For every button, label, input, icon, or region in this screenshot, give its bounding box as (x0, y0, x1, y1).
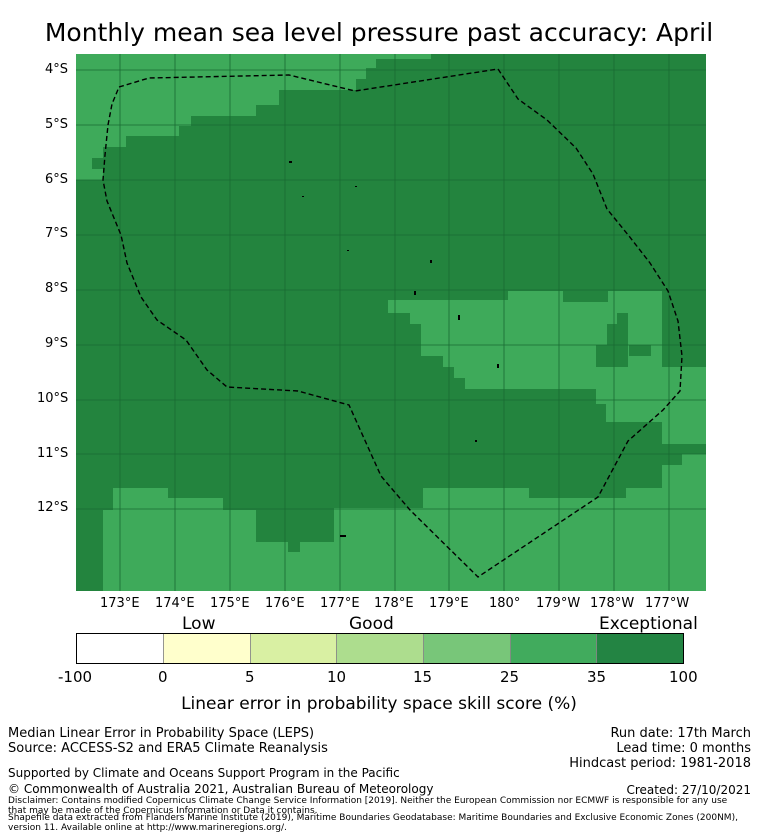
lat-label: 4°S (45, 62, 69, 77)
colorbar-swatch (250, 633, 337, 664)
lon-label: 179°W (536, 596, 581, 611)
colorbar-tick: -100 (58, 668, 93, 686)
footer-lead-time: Lead time: 0 months (616, 741, 751, 756)
island (347, 250, 349, 251)
lat-label: 8°S (45, 281, 69, 296)
lon-label: 175°E (210, 596, 250, 611)
patch-dark-8 (288, 541, 300, 552)
footer-leps: Median Linear Error in Probability Space… (8, 726, 315, 741)
region-light-northwest (76, 54, 431, 180)
colorbar-swatch (76, 633, 164, 664)
dark-patches (76, 291, 651, 591)
region-light-east (92, 291, 706, 591)
colorbar-swatch (423, 633, 511, 664)
footer-hindcast: Hindcast period: 1981-2018 (569, 756, 751, 771)
footer-supported: Supported by Climate and Oceans Support … (8, 766, 400, 780)
patch-dark-3 (607, 324, 628, 345)
patch-dark-6 (76, 498, 103, 591)
footer-disclaimer-2: that may be made of the Copernicus Infor… (8, 806, 318, 816)
colorbar-tick: 10 (327, 668, 347, 686)
island (430, 260, 432, 263)
lat-label: 5°S (45, 117, 69, 132)
colorbar-tick: 100 (669, 668, 698, 686)
island (355, 186, 357, 187)
lat-label: 12°S (37, 500, 69, 515)
colorbar-swatch (163, 633, 251, 664)
patch-dark-5 (563, 291, 585, 302)
lat-label: 10°S (37, 391, 69, 406)
lon-label: 177°E (320, 596, 360, 611)
skill-map (76, 54, 706, 591)
lon-label: 176°E (265, 596, 305, 611)
island (302, 196, 304, 197)
patch-dark-4 (629, 345, 651, 356)
lon-label: 178°E (374, 596, 414, 611)
islands (289, 161, 499, 537)
colorbar-swatch (596, 633, 684, 664)
patch-dark-7 (256, 510, 334, 542)
lon-label: 178°W (590, 596, 635, 611)
lon-label: 177°W (645, 596, 690, 611)
colorbar-swatch (510, 633, 597, 664)
footer-disclaimer-1: Disclaimer: Contains modified Copernicus… (8, 796, 728, 806)
lon-label: 173°E (100, 596, 140, 611)
footer-source: Source: ACCESS-S2 and ERA5 Climate Reana… (8, 741, 328, 756)
footer-copyright: © Commonwealth of Australia 2021, Austra… (8, 782, 434, 796)
footer-disclaimer-4: version 11. Available online at http://w… (8, 823, 287, 833)
island (289, 161, 292, 163)
colorbar-category-low: Low (182, 614, 216, 634)
lon-label: 179°E (429, 596, 469, 611)
colorbar (76, 633, 684, 664)
colorbar-label: Linear error in probability space skill … (181, 694, 577, 714)
colorbar-swatch (336, 633, 424, 664)
island (414, 291, 416, 295)
colorbar-tick: 15 (413, 668, 433, 686)
colorbar-tick: 5 (245, 668, 255, 686)
lat-label: 7°S (45, 226, 69, 241)
colorbar-category-exceptional: Exceptional (599, 614, 698, 634)
island (475, 440, 477, 442)
island (340, 535, 346, 537)
chart-title: Monthly mean sea level pressure past acc… (44, 18, 714, 47)
colorbar-tick: 25 (500, 668, 520, 686)
lat-label: 11°S (37, 446, 69, 461)
footer-disclaimer-3: Shapefile data extracted from Flanders M… (8, 813, 738, 823)
lat-label: 6°S (45, 172, 69, 187)
eez-boundary (102, 68, 683, 578)
patch-dark-1 (596, 345, 628, 367)
colorbar-tick: 0 (158, 668, 168, 686)
lon-label: 180° (489, 596, 521, 611)
footer-created: Created: 27/10/2021 (626, 783, 751, 797)
colorbar-category-good: Good (349, 614, 394, 634)
colorbar-tick: 35 (587, 668, 607, 686)
grid (76, 54, 706, 591)
lat-label: 9°S (45, 336, 69, 351)
lon-label: 174°E (155, 596, 195, 611)
footer-run-date: Run date: 17th March (610, 726, 751, 741)
island (497, 364, 499, 368)
light-regions (76, 54, 706, 591)
island (458, 315, 460, 320)
